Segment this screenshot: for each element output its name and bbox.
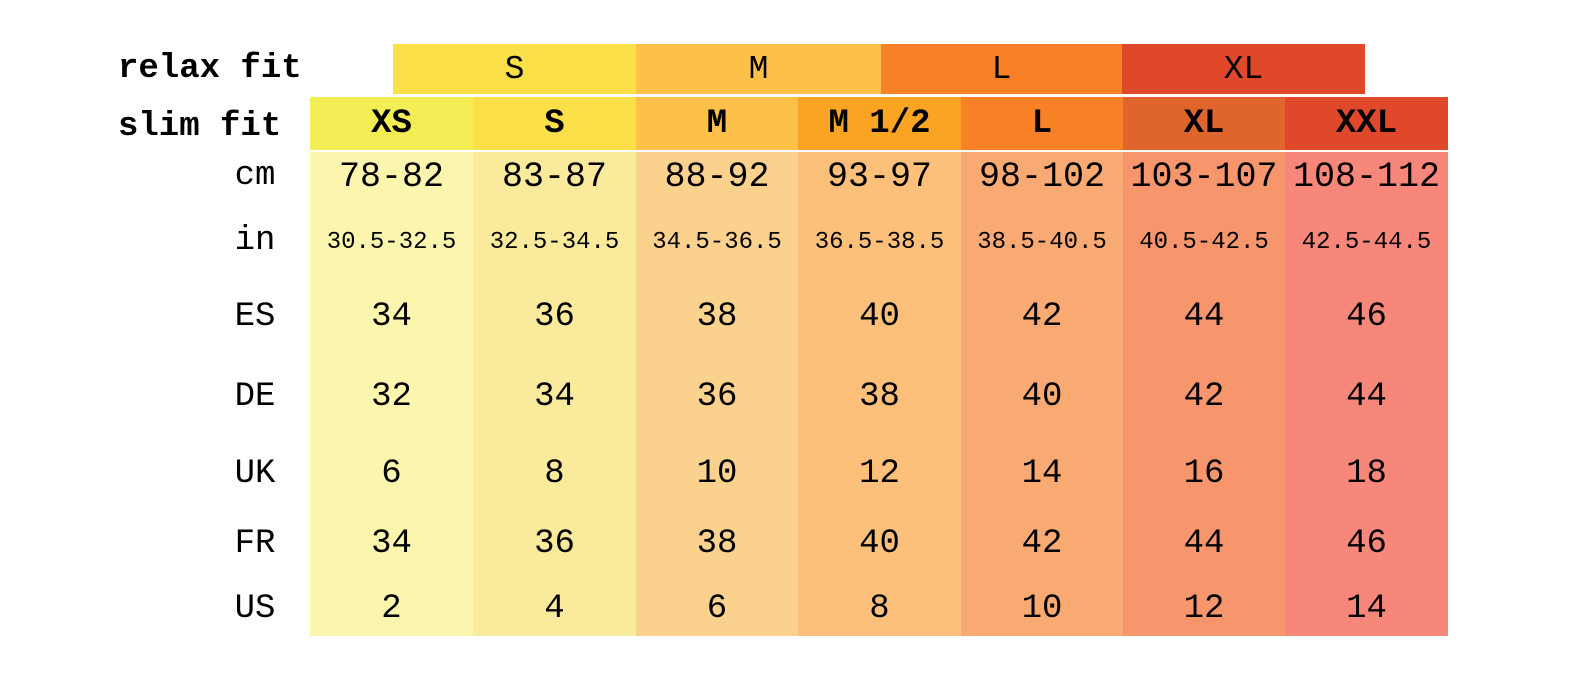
row-label-us: US xyxy=(234,590,276,628)
cell-de-m-half: 38 xyxy=(859,378,900,416)
cell-de-m: 36 xyxy=(696,378,738,416)
cell-in-xs: 30.5-32.5 xyxy=(326,229,457,256)
slim-size-xs: XS xyxy=(310,97,473,150)
cell-fr-m-half: 40 xyxy=(859,525,900,563)
cell-cm-s: 83-87 xyxy=(501,157,608,197)
cell-es-l: 42 xyxy=(1021,298,1063,336)
cell-uk-s: 8 xyxy=(544,455,565,493)
cell-cm-m: 88-92 xyxy=(664,157,770,197)
cell-in-xxl: 42.5-44.5 xyxy=(1301,229,1432,256)
slim-size-m-half: M 1/2 xyxy=(798,97,961,150)
cell-uk-l: 14 xyxy=(1021,455,1063,493)
cell-fr-xl: 44 xyxy=(1183,525,1225,563)
row-label-cm: cm xyxy=(234,157,276,195)
row-label-in: in xyxy=(234,222,276,260)
cell-de-xl: 42 xyxy=(1183,378,1225,416)
cell-uk-xl: 16 xyxy=(1183,455,1225,493)
cell-cm-l: 98-102 xyxy=(978,157,1106,197)
cell-es-m: 38 xyxy=(696,298,738,336)
row-label-uk: UK xyxy=(234,455,276,493)
cell-uk-xxl: 18 xyxy=(1346,455,1387,493)
cell-uk-m-half: 12 xyxy=(859,455,900,493)
relax-fit-label: relax fit xyxy=(118,50,302,88)
row-label-es: ES xyxy=(234,298,276,336)
slim-size-m: M xyxy=(636,97,798,150)
row-label-fr: FR xyxy=(234,525,276,563)
cell-in-s: 32.5-34.5 xyxy=(489,229,620,256)
cell-us-s: 4 xyxy=(544,590,565,628)
cell-fr-xxl: 46 xyxy=(1346,525,1387,563)
cell-in-m: 34.5-36.5 xyxy=(652,229,782,256)
cell-es-m-half: 40 xyxy=(859,298,900,336)
cell-cm-xl: 103-107 xyxy=(1130,157,1278,197)
cell-uk-m: 10 xyxy=(696,455,738,493)
cell-es-xl: 44 xyxy=(1183,298,1225,336)
cell-cm-m-half: 93-97 xyxy=(826,157,933,197)
cell-in-m-half: 36.5-38.5 xyxy=(814,229,945,256)
slim-size-xl: XL xyxy=(1123,97,1285,150)
size-column-m xyxy=(636,152,798,636)
cell-de-l: 40 xyxy=(1021,378,1063,416)
slim-size-s: S xyxy=(473,97,636,150)
size-column-m-half xyxy=(798,152,961,636)
cell-uk-xs: 6 xyxy=(381,455,402,493)
cell-in-xl: 40.5-42.5 xyxy=(1139,229,1269,256)
row-label-de: DE xyxy=(234,378,276,416)
cell-cm-xxl: 108-112 xyxy=(1292,157,1441,197)
relax-size-l: L xyxy=(881,44,1122,94)
cell-us-xxl: 14 xyxy=(1346,590,1387,628)
slim-size-l: L xyxy=(961,97,1123,150)
cell-es-xs: 34 xyxy=(371,298,412,336)
size-column-xxl xyxy=(1285,152,1448,636)
cell-us-l: 10 xyxy=(1021,590,1063,628)
cell-es-xxl: 46 xyxy=(1346,298,1387,336)
slim-size-xxl: XXL xyxy=(1285,97,1448,150)
relax-size-xl: XL xyxy=(1122,44,1365,94)
relax-size-m: M xyxy=(636,44,881,94)
size-column-s xyxy=(473,152,636,636)
cell-de-xxl: 44 xyxy=(1346,378,1387,416)
cell-fr-m: 38 xyxy=(696,525,738,563)
size-column-xs xyxy=(310,152,473,636)
cell-us-m-half: 8 xyxy=(869,590,890,628)
cell-us-m: 6 xyxy=(706,590,728,628)
cell-us-xs: 2 xyxy=(381,590,402,628)
cell-fr-xs: 34 xyxy=(371,525,412,563)
cell-fr-l: 42 xyxy=(1021,525,1063,563)
cell-us-xl: 12 xyxy=(1183,590,1225,628)
slim-fit-label: slim fit xyxy=(118,108,282,146)
relax-size-s: S xyxy=(393,44,636,94)
cell-es-s: 36 xyxy=(534,298,575,336)
cell-de-xs: 32 xyxy=(371,378,412,416)
size-column-l xyxy=(961,152,1123,636)
cell-fr-s: 36 xyxy=(534,525,575,563)
cell-in-l: 38.5-40.5 xyxy=(977,229,1107,256)
size-column-xl xyxy=(1123,152,1285,636)
cell-de-s: 34 xyxy=(534,378,575,416)
cell-cm-xs: 78-82 xyxy=(338,157,445,197)
